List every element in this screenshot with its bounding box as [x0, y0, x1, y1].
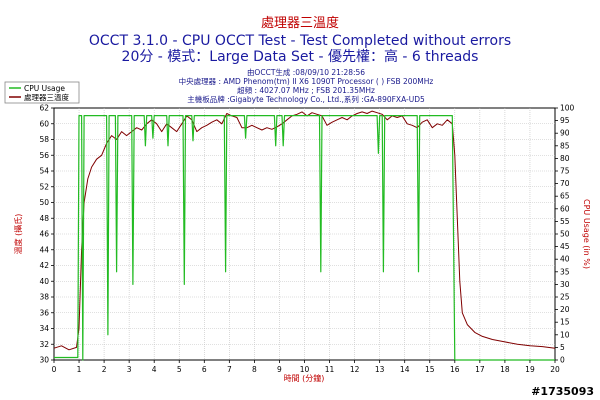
x-tick-label: 14 [400, 365, 410, 374]
y-left-tick-label: 34 [39, 324, 49, 333]
x-tick-label: 6 [202, 365, 207, 374]
y-right-tick-label: 40 [560, 255, 570, 264]
x-tick-label: 11 [325, 365, 335, 374]
x-tick-label: 12 [350, 365, 360, 374]
y-right-tick-label: 25 [560, 293, 570, 302]
chart-subtitle-1: OCCT 3.1.0 - CPU OCCT Test - Test Comple… [89, 33, 511, 49]
legend-box [4, 81, 80, 104]
x-tick-label: 1 [77, 365, 82, 374]
y-right-tick-label: 100 [560, 104, 575, 113]
y-right-tick-label: 90 [560, 129, 570, 138]
y-right-tick-label: 20 [560, 305, 570, 314]
y-right-tick-label: 45 [560, 242, 570, 251]
y-left-tick-label: 60 [39, 119, 49, 128]
y-right-tick-label: 75 [560, 167, 570, 176]
x-tick-label: 0 [52, 365, 57, 374]
y-left-tick-label: 48 [39, 214, 49, 223]
series [53, 110, 556, 361]
y-left-tick-label: 52 [39, 182, 49, 191]
y-right-tick-label: 55 [560, 217, 570, 226]
x-tick-label: 8 [252, 365, 257, 374]
y-right-tick-label: 50 [560, 230, 570, 239]
y-left-tick-label: 40 [39, 277, 49, 286]
info-generated: 由OCCT生成 :08/09/10 21:28:56 [247, 67, 365, 77]
y-left-tick-label: 42 [39, 261, 49, 270]
y-right-tick-label: 30 [560, 280, 570, 289]
y-left-tick-label: 38 [39, 293, 49, 302]
y-left-tick-label: 54 [39, 167, 49, 176]
y-right-tick-label: 70 [560, 179, 570, 188]
ticks: 0 1 2 3 4 5 6 7 8 9 10 11 12 13 14 15 16 17 18 19 2030323436… [39, 104, 574, 375]
y-right-tick-label: 95 [560, 116, 570, 125]
y-right-tick-label: 10 [560, 330, 570, 339]
info-overclock: 超頻 : 4027.07 MHz ; FSB 201.35MHz [237, 85, 375, 95]
x-tick-label: 10 [300, 365, 310, 374]
x-tick-label: 15 [425, 365, 435, 374]
y-right-tick-label: 35 [560, 267, 570, 276]
y-left-tick-label: 30 [39, 356, 49, 365]
y-left-tick-label: 44 [39, 245, 49, 254]
x-tick-label: 7 [227, 365, 232, 374]
y-right-tick-label: 60 [560, 204, 570, 213]
y-left-tick-label: 62 [39, 104, 49, 113]
y-axis-label-left: 溫度 (攝氏) [13, 214, 23, 255]
watermark: #1735093 [531, 385, 594, 398]
chart-subtitle-2: 20分 - 模式：Large Data Set - 優先權：高 - 6 thre… [122, 48, 479, 65]
chart-title: 處理器三溫度 [261, 15, 339, 31]
x-tick-label: 20 [550, 365, 560, 374]
x-tick-label: 3 [127, 365, 132, 374]
x-tick-label: 9 [277, 365, 282, 374]
x-tick-label: 2 [102, 365, 107, 374]
x-tick-label: 16 [450, 365, 460, 374]
x-tick-label: 13 [375, 365, 385, 374]
y-right-tick-label: 85 [560, 141, 570, 150]
y-left-tick-label: 56 [39, 151, 49, 160]
y-left-tick-label: 32 [39, 340, 49, 349]
y-right-tick-label: 80 [560, 154, 570, 163]
y-left-tick-label: 46 [39, 230, 49, 239]
y-left-tick-label: 36 [39, 308, 49, 317]
legend: CPU Usage 處理器三溫度 [4, 81, 80, 104]
y-left-tick-label: 50 [39, 198, 49, 207]
y-right-tick-label: 5 [560, 343, 565, 352]
info-cpu: 中央處理器 : AMD Phenom(tm) II X6 1090T Proce… [179, 76, 434, 86]
y-right-tick-label: 15 [560, 318, 570, 327]
y-left-tick-label: 58 [39, 135, 49, 144]
series-line-cpu-usage [54, 115, 555, 361]
y-right-tick-label: 0 [560, 356, 565, 365]
x-tick-label: 5 [177, 365, 182, 374]
legend-label-cpu-usage: CPU Usage [24, 84, 65, 93]
x-tick-label: 17 [475, 365, 485, 374]
x-axis-label: 時間 (分鐘) [284, 373, 325, 383]
x-tick-label: 4 [152, 365, 157, 374]
legend-label-temperature: 處理器三溫度 [24, 92, 69, 102]
y-right-tick-label: 65 [560, 192, 570, 201]
info-motherboard: 主機板品牌 :Gigabyte Technology Co., Ltd.,系列 … [187, 94, 425, 104]
x-tick-label: 19 [525, 365, 535, 374]
x-tick-label: 18 [500, 365, 510, 374]
y-axis-label-right: CPU Usage (in %) [582, 199, 591, 269]
